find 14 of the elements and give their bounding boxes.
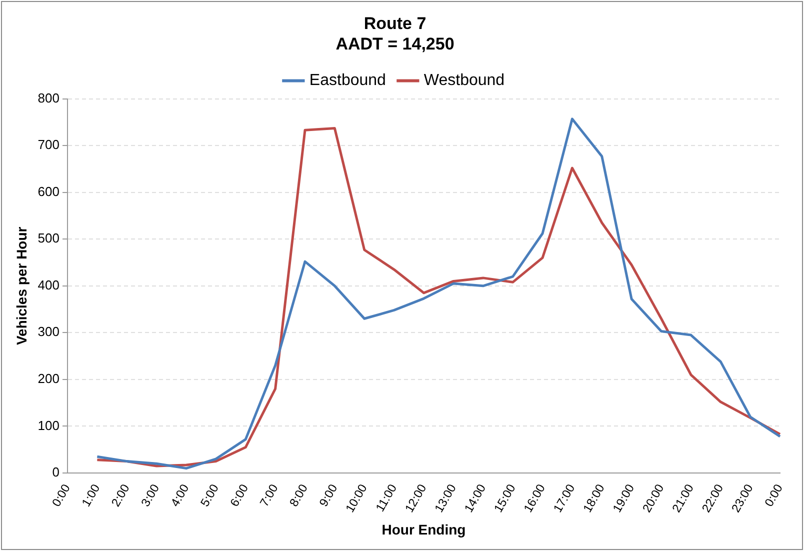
- y-tick-label: 800: [38, 90, 60, 106]
- y-tick-label: 500: [38, 230, 60, 246]
- y-tick-label: 600: [38, 184, 60, 199]
- chart-title: Route 7 AADT = 14,250: [336, 14, 454, 54]
- y-tick-label: 200: [38, 371, 60, 386]
- y-tick-label: 100: [38, 418, 60, 433]
- legend-label: Westbound: [424, 72, 505, 90]
- y-tick-label: 300: [38, 324, 60, 340]
- y-tick-label: 400: [38, 277, 60, 292]
- legend-label: Eastbound: [309, 72, 386, 90]
- y-tick-label: 700: [38, 137, 60, 152]
- x-axis-title: Hour Ending: [382, 521, 466, 538]
- y-tick-label: 0: [52, 464, 60, 480]
- y-axis-title: Vehicles per Hour: [13, 226, 30, 346]
